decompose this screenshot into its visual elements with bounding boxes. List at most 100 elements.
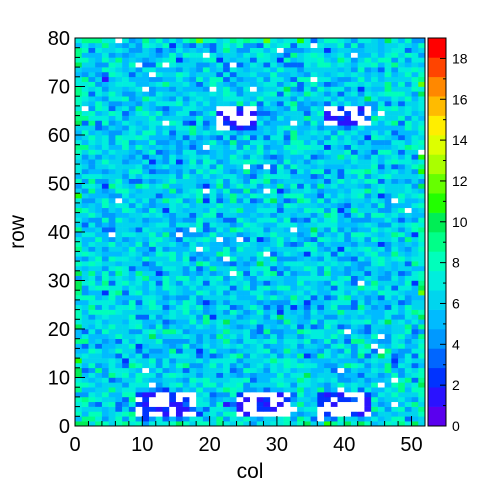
heatmap-cell — [371, 343, 379, 349]
heatmap-cell — [263, 241, 271, 247]
heatmap-cell — [135, 76, 143, 82]
heatmap-cell — [182, 198, 190, 204]
heatmap-cell — [243, 421, 251, 427]
heatmap-cell — [324, 149, 332, 155]
heatmap-cell — [189, 396, 197, 403]
heatmap-cell — [398, 290, 406, 296]
heatmap-cell — [216, 406, 224, 412]
heatmap-cell — [189, 299, 197, 306]
heatmap-cell — [276, 47, 284, 53]
heatmap-cell — [310, 67, 318, 73]
heatmap-cell — [236, 178, 244, 184]
heatmap-cell — [135, 295, 143, 301]
heatmap-cell — [357, 367, 365, 373]
heatmap-cell — [418, 295, 426, 301]
heatmap-cell — [290, 125, 298, 131]
heatmap-cell — [391, 232, 399, 238]
heatmap-cell — [391, 101, 399, 107]
heatmap-cell — [88, 261, 96, 267]
heatmap-cell — [75, 57, 83, 63]
heatmap-cell — [276, 348, 284, 354]
heatmap-cell — [75, 76, 83, 82]
heatmap-cell — [303, 358, 311, 364]
heatmap-cell — [256, 358, 264, 364]
heatmap-cell — [357, 125, 365, 131]
heatmap-cell — [243, 241, 251, 247]
heatmap-cell — [411, 144, 419, 150]
heatmap-cell — [384, 299, 392, 306]
heatmap-cell — [128, 38, 136, 44]
heatmap-cell — [263, 295, 271, 301]
heatmap-cell — [155, 76, 163, 82]
heatmap-cell — [330, 265, 338, 272]
heatmap-cell — [101, 183, 109, 189]
heatmap-cell — [256, 188, 264, 194]
heatmap-cell — [364, 285, 372, 291]
heatmap-cell — [344, 110, 352, 116]
heatmap-cell — [95, 387, 103, 393]
heatmap-cell — [384, 164, 392, 170]
y-tick-label: 60 — [48, 125, 70, 147]
heatmap-cell — [169, 367, 177, 373]
heatmap-cell — [283, 362, 291, 369]
heatmap-cell — [101, 265, 109, 272]
heatmap-cell — [81, 280, 89, 286]
heatmap-cell — [283, 96, 291, 102]
heatmap-cell — [276, 304, 284, 310]
heatmap-cell — [297, 178, 305, 184]
heatmap-cell — [350, 173, 358, 179]
heatmap-cell — [155, 67, 163, 73]
heatmap-cell — [95, 198, 103, 204]
heatmap-cell — [324, 387, 332, 393]
heatmap-cell — [250, 110, 258, 116]
heatmap-cell — [75, 324, 83, 330]
heatmap-cell — [216, 329, 224, 335]
heatmap-cell — [276, 314, 284, 320]
heatmap-cell — [142, 401, 150, 407]
heatmap-cell — [209, 401, 217, 407]
heatmap-cell — [391, 333, 399, 339]
heatmap-cell — [81, 52, 89, 58]
heatmap-cell — [236, 125, 244, 131]
heatmap-cell — [189, 353, 197, 359]
heatmap-cell — [162, 183, 170, 189]
heatmap-cell — [236, 295, 244, 301]
heatmap-cell — [297, 396, 305, 403]
heatmap-cell — [169, 212, 177, 218]
heatmap-cell — [250, 52, 258, 58]
heatmap-cell — [391, 362, 399, 369]
heatmap-cell — [236, 265, 244, 272]
heatmap-cell — [128, 401, 136, 407]
heatmap-cell — [169, 130, 177, 136]
heatmap-cell — [108, 232, 116, 238]
heatmap-cell — [398, 251, 406, 257]
heatmap-cell — [223, 324, 231, 330]
heatmap-cell — [377, 227, 385, 233]
heatmap-cell — [317, 295, 325, 301]
heatmap-cell — [310, 377, 318, 383]
heatmap-cell — [209, 42, 217, 48]
heatmap-cell — [88, 120, 96, 126]
heatmap-cell — [243, 183, 251, 189]
heatmap-cell — [169, 168, 177, 175]
heatmap-cell — [256, 280, 264, 286]
heatmap-cell — [350, 401, 358, 407]
heatmap-cell — [337, 406, 345, 412]
colorbar-swatch — [428, 193, 446, 213]
heatmap-cell — [290, 188, 298, 194]
heatmap-cell — [108, 377, 116, 383]
heatmap-cell — [155, 135, 163, 141]
heatmap-cell — [357, 217, 365, 223]
heatmap-cell — [371, 299, 379, 306]
heatmap-cell — [371, 329, 379, 335]
heatmap-cell — [270, 222, 278, 228]
heatmap-cell — [169, 299, 177, 306]
heatmap-cell — [142, 241, 150, 247]
heatmap-cell — [418, 130, 426, 136]
colorbar-swatch — [428, 270, 446, 291]
heatmap-cell — [404, 329, 412, 335]
heatmap-cell — [344, 285, 352, 291]
heatmap-cell — [398, 86, 406, 92]
heatmap-cell — [377, 76, 385, 82]
heatmap-cell — [350, 290, 358, 296]
